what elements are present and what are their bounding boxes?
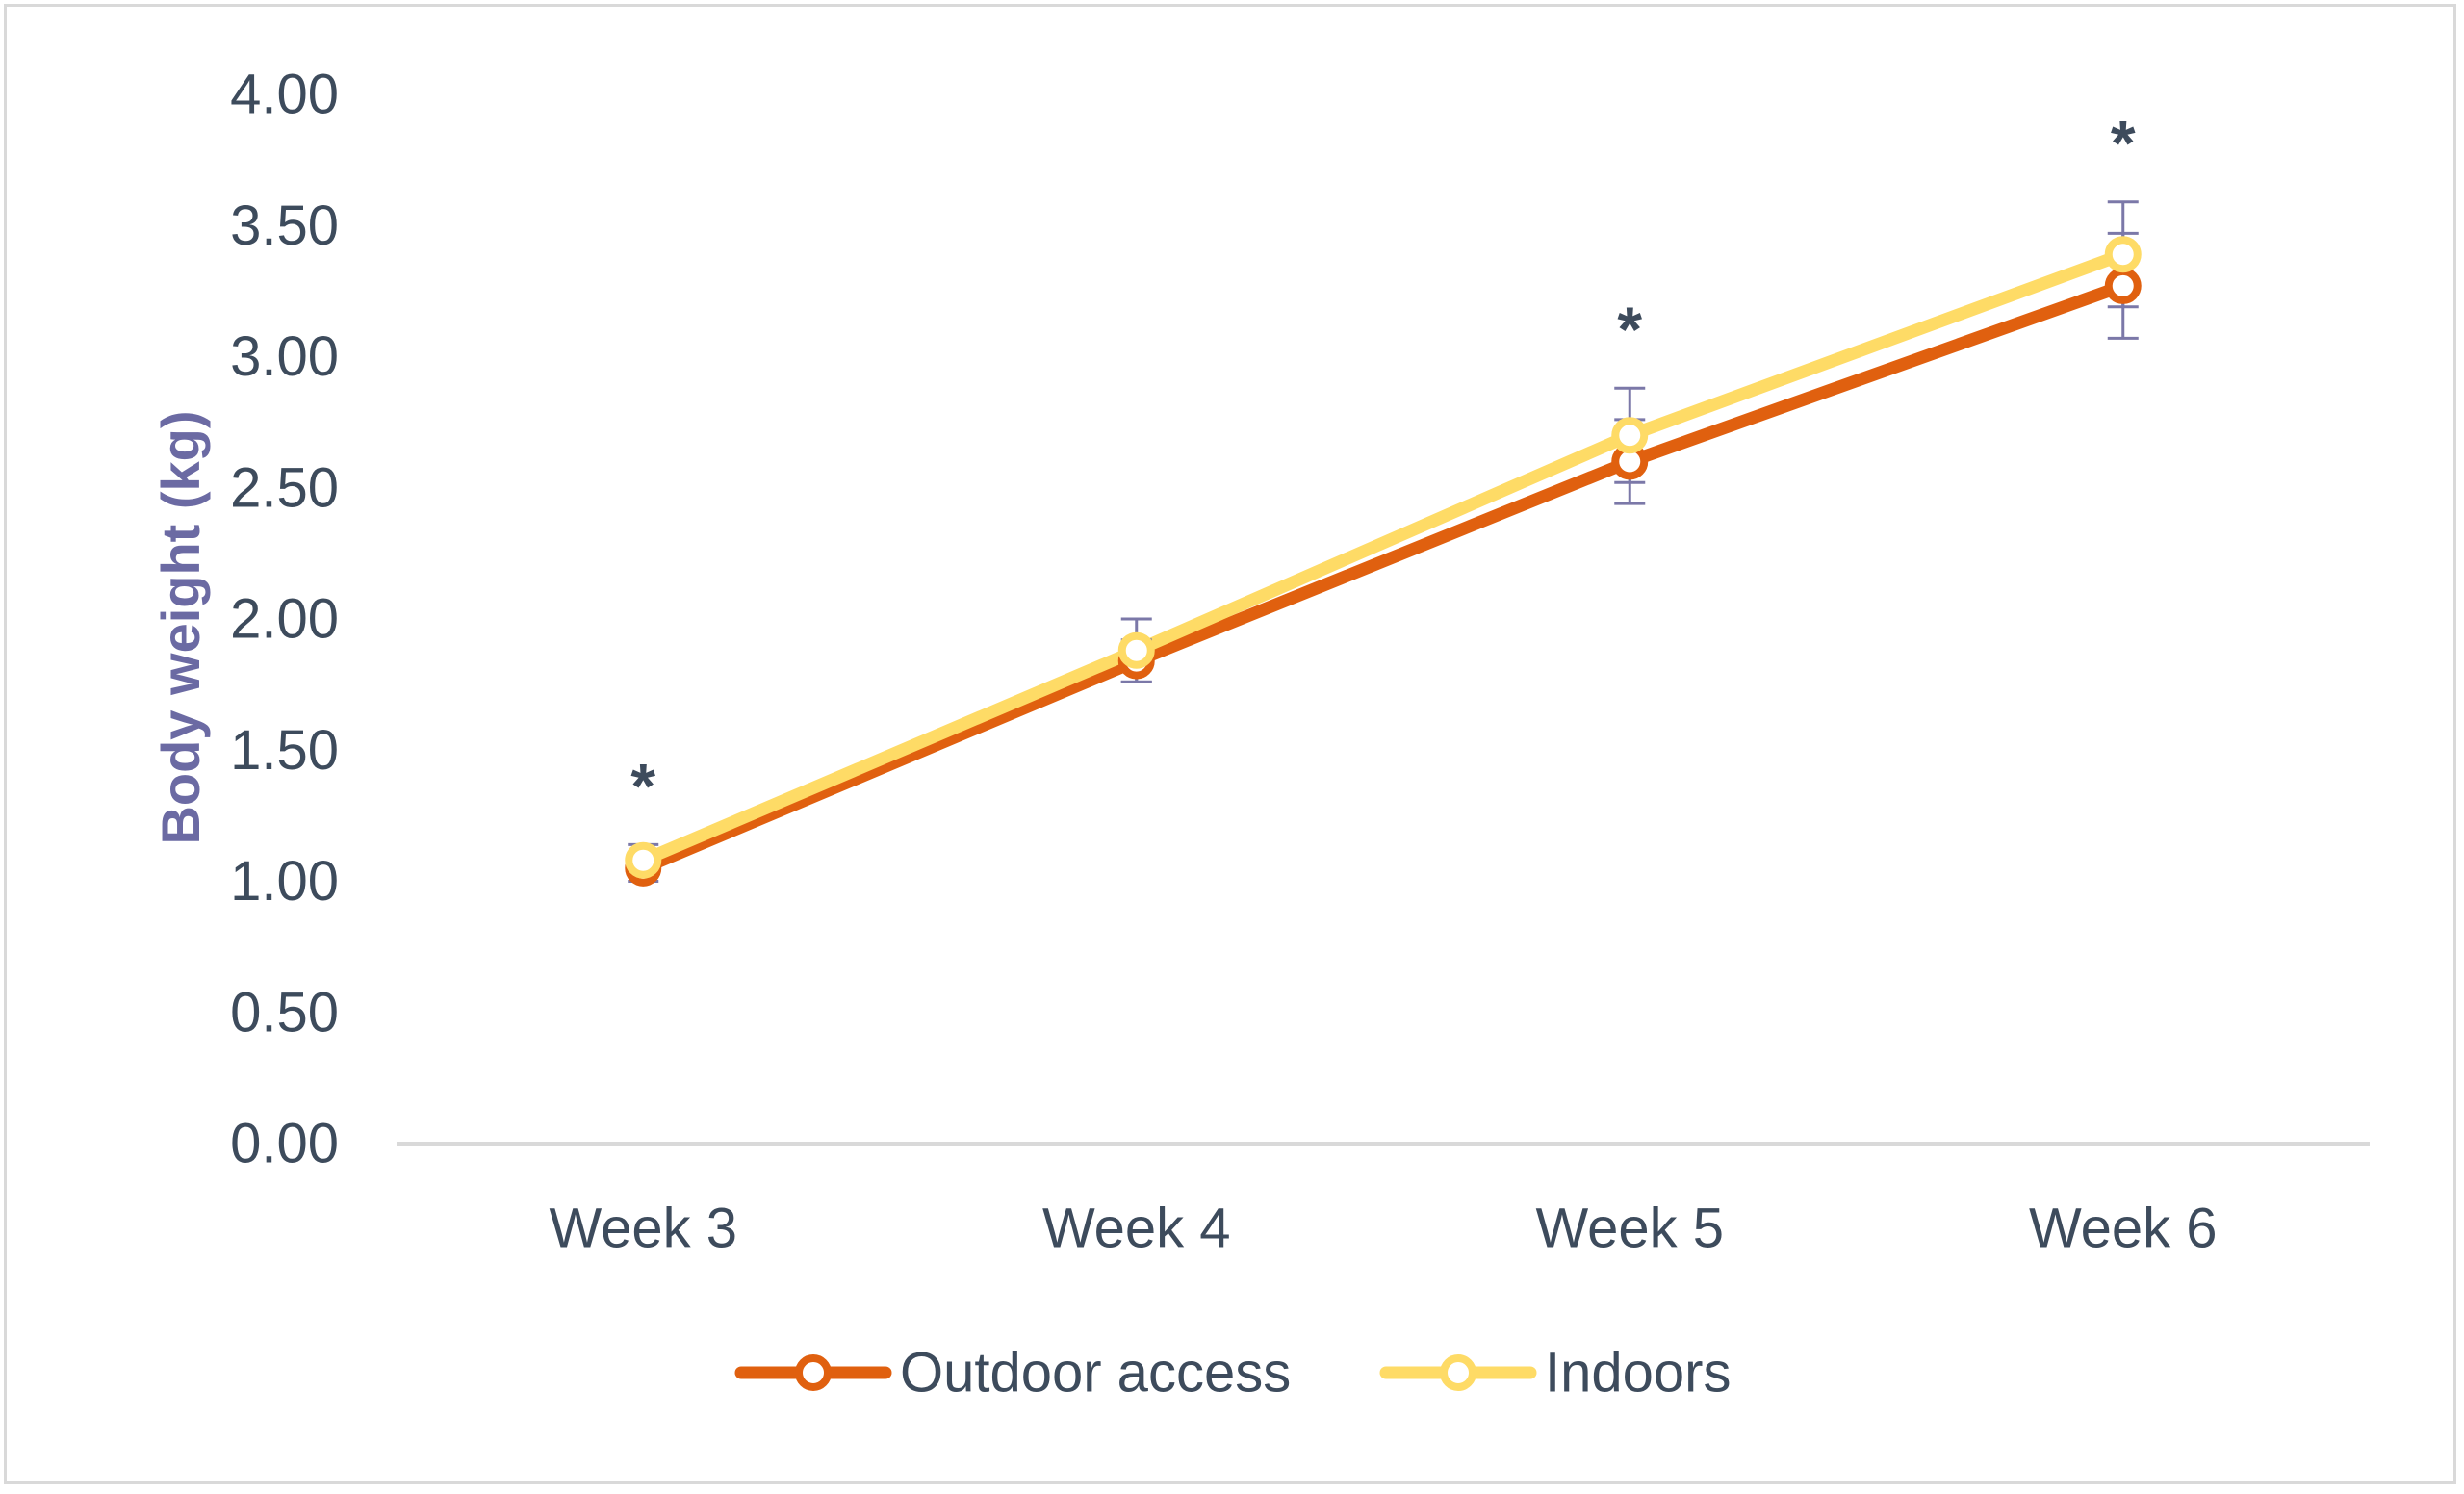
y-tick-label: 3.50: [230, 194, 339, 257]
significance-marks: * * *: [630, 108, 2136, 822]
significance-mark: *: [630, 750, 655, 821]
data-point: [2104, 236, 2142, 273]
data-point: [2104, 267, 2142, 304]
y-tick-label: 0.00: [230, 1113, 339, 1175]
x-tick-labels: Week 3 Week 4 Week 5 Week 6: [549, 1198, 2217, 1260]
y-tick-label: 1.00: [230, 850, 339, 913]
y-tick-label: 1.50: [230, 719, 339, 782]
significance-mark: *: [2111, 108, 2136, 179]
significance-mark: *: [1617, 294, 1642, 365]
series-lines: [636, 247, 2130, 875]
y-axis-title: Body weight (kg): [150, 410, 211, 844]
y-tick-labels: 0.00 0.50 1.00 1.50 2.00 2.50 3.00 3.50 4.00: [230, 64, 339, 1175]
y-tick-label: 3.00: [230, 325, 339, 388]
data-point: [625, 841, 662, 879]
y-tick-label: 4.00: [230, 64, 339, 126]
chart-frame: [4, 4, 2456, 1484]
legend-swatch-marker: [1440, 1354, 1476, 1391]
series-markers: [625, 236, 2142, 887]
y-tick-label: 2.50: [230, 456, 339, 519]
x-tick-label: Week 5: [1535, 1198, 1724, 1260]
legend-label: Outdoor access: [900, 1342, 1291, 1404]
legend: Outdoor access Indoors: [734, 1342, 1731, 1404]
legend-swatch-marker: [795, 1354, 832, 1391]
series-line: [636, 247, 2130, 867]
y-tick-label: 0.50: [230, 981, 339, 1043]
series-line: [636, 279, 2130, 875]
x-tick-label: Week 6: [2029, 1198, 2218, 1260]
y-tick-label: 2.00: [230, 588, 339, 651]
x-tick-label: Week 3: [549, 1198, 737, 1260]
legend-label: Indoors: [1545, 1342, 1731, 1404]
x-tick-label: Week 4: [1042, 1198, 1231, 1260]
data-point: [1611, 417, 1649, 454]
data-point: [1117, 631, 1155, 669]
